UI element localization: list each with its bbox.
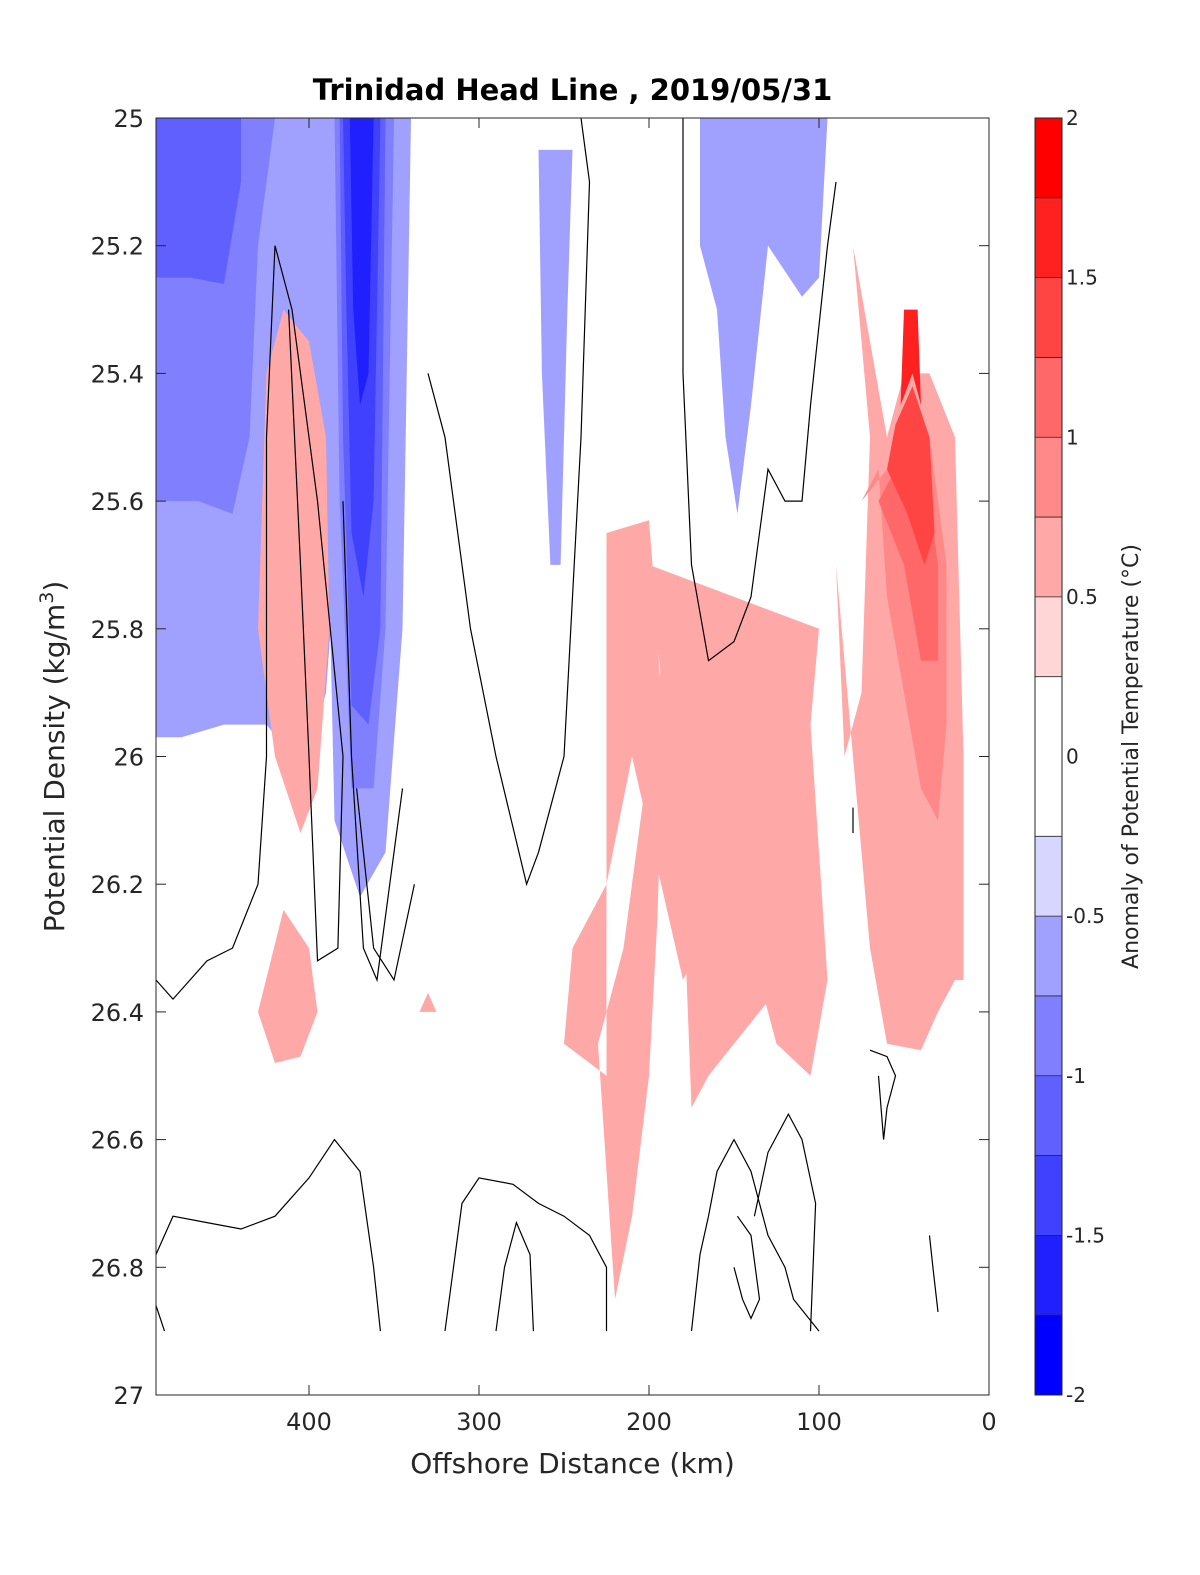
colorbar-tick-label: -1.5 [1066, 1223, 1105, 1247]
colorbar-swatch-7 [1035, 676, 1062, 837]
y-tick-label: 25.2 [91, 233, 144, 261]
chart-title: Trinidad Head Line , 2019/05/31 [313, 73, 833, 107]
y-tick-label: 25.6 [91, 488, 144, 516]
contour-line-0 [155, 245, 276, 1001]
filled-region-18 [887, 386, 935, 565]
colorbar-frame [1034, 117, 1063, 1396]
contour-line-8 [444, 1177, 608, 1332]
contour-line-1 [274, 245, 344, 962]
colorbar-tick-label: 2 [1066, 106, 1079, 130]
x-tick-label: 0 [981, 1408, 996, 1436]
colorbar-swatch-3 [1035, 1075, 1062, 1156]
contour-line-3 [342, 501, 404, 983]
contour-line-5 [682, 118, 837, 662]
y-axis-title-superscript: 3 [36, 592, 58, 604]
contour-line-7 [155, 1305, 166, 1332]
y-axis-title-close: ) [38, 581, 71, 592]
x-tick-label: 400 [286, 1408, 332, 1436]
colorbar-tick-label: -2 [1066, 1383, 1086, 1407]
contour-line-11 [733, 1215, 761, 1320]
x-tick-label: 200 [626, 1408, 672, 1436]
colorbar-swatch-11 [1035, 357, 1062, 438]
colorbar-tick-label: 1 [1066, 425, 1079, 449]
colorbar-tick-label: -0.5 [1066, 904, 1105, 928]
colorbar-tick-label: 1.5 [1066, 266, 1098, 290]
colorbar-swatch-6 [1035, 836, 1062, 917]
contour-line-10 [690, 1138, 820, 1332]
zero-contour-lines [155, 117, 939, 1332]
axis-ticks: 25 25.2 25.4 25.6 25.8 26 26.2 26.4 26.6 26.8 27 40… [91, 105, 997, 1436]
contour-line-14 [928, 1235, 939, 1313]
y-tick-label: 25.4 [91, 360, 144, 388]
y-tick-label: 26.2 [91, 871, 144, 899]
filled-contours [156, 118, 964, 1300]
filled-region-13 [258, 909, 318, 1063]
x-tick-label: 300 [456, 1408, 502, 1436]
y-tick-label: 25 [113, 105, 144, 133]
colorbar-swatch-0 [1035, 1315, 1062, 1395]
y-tick-label: 27 [113, 1382, 144, 1410]
colorbar-swatch-13 [1035, 197, 1062, 278]
contour-line-12 [753, 1112, 817, 1332]
y-axis-title: Potential Density (kg/m3) [36, 581, 71, 933]
y-axis-title-main: Potential Density (kg/m [38, 604, 71, 933]
filled-region-11 [649, 564, 819, 1108]
colorbar-swatch-9 [1035, 517, 1062, 597]
filled-region-9 [700, 118, 828, 514]
colorbar-tick-label: 0.5 [1066, 585, 1098, 609]
y-tick-label: 26.8 [91, 1254, 144, 1282]
colorbar-tick-label: -1 [1066, 1064, 1086, 1088]
colorbar-swatch-1 [1035, 1235, 1062, 1316]
contour-line-2 [427, 117, 591, 887]
filled-region-14 [419, 992, 437, 1012]
filled-region-8 [538, 149, 573, 565]
colorbar-swatch-10 [1035, 437, 1062, 518]
x-axis-title: Offshore Distance (km) [410, 1447, 735, 1480]
filled-region-7 [349, 118, 374, 406]
contour-line-6 [155, 1138, 381, 1332]
contour-line-13 [869, 1049, 897, 1140]
colorbar-swatch-12 [1035, 277, 1062, 358]
filled-region-12 [258, 309, 330, 834]
colorbar-title: Anomaly of Potential Temperature (°C) [1119, 544, 1144, 969]
colorbar-swatch-4 [1035, 995, 1062, 1076]
colorbar-swatch-14 [1035, 118, 1062, 198]
contour-line-4 [356, 788, 415, 982]
colorbar-swatch-8 [1035, 596, 1062, 677]
colorbar-swatch-2 [1035, 1155, 1062, 1236]
y-tick-label: 25.8 [91, 616, 144, 644]
filled-region-2 [156, 118, 241, 284]
colorbar-swatch-5 [1035, 916, 1062, 996]
y-tick-label: 26 [113, 744, 144, 772]
x-tick-label: 100 [796, 1408, 842, 1436]
contour-line-9 [495, 1220, 534, 1332]
colorbar-tick-label: 0 [1066, 745, 1079, 769]
colorbar: -2 -1.5 -1 -0.5 0 0.5 1 1.5 2 [1034, 106, 1105, 1407]
filled-region-19 [900, 309, 921, 406]
y-tick-label: 26.6 [91, 1127, 144, 1155]
y-tick-label: 26.4 [91, 999, 144, 1027]
